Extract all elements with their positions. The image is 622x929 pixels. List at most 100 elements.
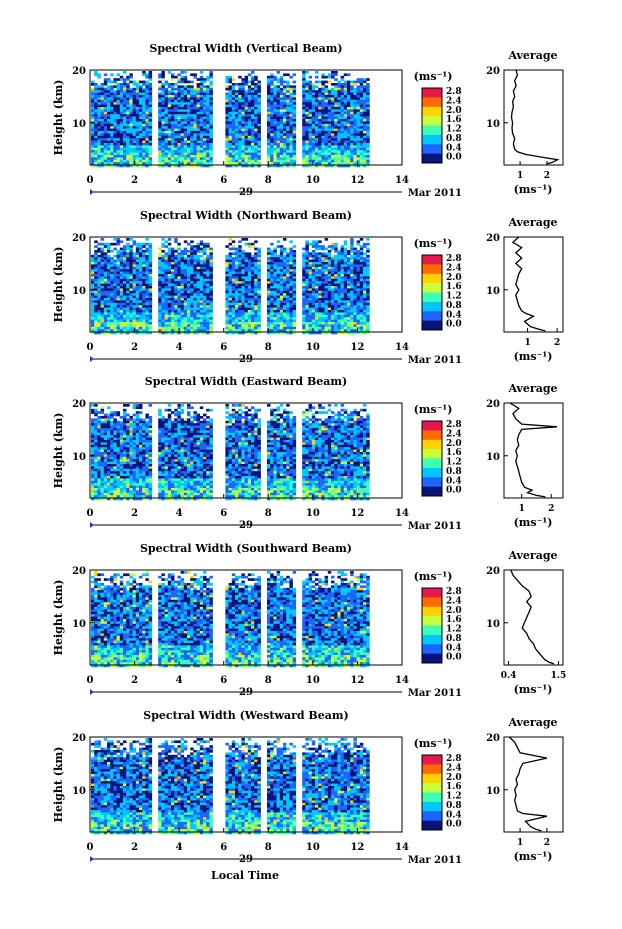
heatmap-cell — [190, 90, 194, 93]
heatmap-cell — [97, 102, 101, 105]
heatmap-cell — [107, 312, 111, 316]
heatmap-cell — [356, 133, 361, 137]
heatmap-cell — [139, 121, 143, 125]
heatmap-cell — [289, 264, 293, 268]
heatmap-cell — [167, 119, 172, 122]
heatmap-cell — [279, 135, 284, 139]
heatmap-cell — [187, 99, 191, 103]
heatmap-cell — [196, 107, 201, 110]
heatmap-cell — [228, 298, 233, 301]
heatmap-cell — [177, 123, 181, 127]
heatmap-cell — [315, 293, 319, 296]
heatmap-cell — [103, 259, 108, 263]
heatmap-cell — [235, 269, 239, 272]
heatmap-cell — [244, 102, 249, 105]
heatmap-cell — [276, 245, 281, 248]
heatmap-cell — [286, 143, 290, 146]
heatmap-cell — [247, 99, 252, 103]
heatmap-cell — [331, 131, 335, 134]
heatmap-cell — [206, 159, 210, 163]
heatmap-cell — [276, 126, 281, 129]
heatmap-cell — [254, 257, 258, 260]
heatmap-cell — [209, 116, 213, 120]
heatmap-cell — [273, 119, 277, 122]
heatmap-cell — [238, 159, 242, 163]
heatmap-cell — [119, 157, 124, 161]
heatmap-cell — [279, 152, 284, 156]
heatmap-cell — [123, 300, 127, 304]
heatmap-cell — [161, 92, 165, 96]
heatmap-cell — [132, 252, 137, 256]
heatmap-cell — [193, 247, 197, 251]
heatmap-cell — [145, 109, 149, 113]
heatmap-cell — [174, 278, 178, 282]
heatmap-cell — [321, 126, 325, 129]
heatmap-cell — [247, 283, 252, 287]
heatmap-cell — [321, 99, 325, 103]
heatmap-cell — [363, 152, 367, 156]
heatmap-cell — [331, 302, 335, 306]
heatmap-cell — [148, 95, 153, 98]
heatmap-cell — [199, 164, 204, 168]
heatmap-cell — [327, 119, 332, 122]
heatmap-cell — [119, 302, 124, 306]
heatmap-cell — [164, 274, 169, 277]
heatmap-cell — [238, 143, 242, 146]
heatmap-cell — [132, 109, 137, 113]
heatmap-cell — [142, 97, 146, 101]
heatmap-cell — [231, 121, 236, 125]
heatmap-cell — [279, 126, 284, 129]
heatmap-cell — [251, 97, 255, 101]
heatmap-cell — [289, 150, 293, 153]
heatmap-cell — [190, 92, 194, 96]
heatmap-cell — [276, 298, 281, 301]
heatmap-cell — [356, 85, 361, 89]
heatmap-cell — [100, 286, 105, 289]
heatmap-cell — [337, 288, 341, 292]
heatmap-cell — [180, 92, 185, 96]
heatmap-cell — [334, 257, 338, 260]
heatmap-cell — [247, 274, 252, 277]
heatmap-cell — [129, 150, 133, 153]
heatmap-cell — [334, 269, 338, 272]
heatmap-cell — [206, 90, 210, 93]
heatmap-cell — [103, 278, 108, 282]
heatmap-cell — [174, 288, 178, 292]
heatmap-cell — [94, 104, 98, 108]
heatmap-cell — [350, 269, 354, 272]
heatmap-cell — [161, 109, 165, 113]
heatmap-cell — [273, 162, 277, 165]
heatmap-cell — [292, 114, 297, 117]
heatmap-cell — [199, 90, 204, 93]
heatmap-cell — [292, 145, 297, 149]
heatmap-cell — [311, 135, 316, 139]
heatmap-cell — [340, 126, 345, 129]
heatmap-cell — [343, 300, 348, 304]
heatmap-cell — [97, 310, 101, 313]
heatmap-cell — [139, 257, 143, 260]
heatmap-cell — [350, 295, 354, 299]
heatmap-cell — [356, 266, 361, 270]
heatmap-cell — [286, 97, 290, 101]
heatmap-cell — [196, 90, 201, 93]
heatmap-cell — [321, 271, 325, 275]
heatmap-cell — [113, 135, 117, 139]
heatmap-cell — [286, 133, 290, 137]
heatmap-cell — [123, 114, 127, 117]
heatmap-cell — [289, 116, 293, 120]
heatmap-cell — [231, 116, 236, 120]
heatmap-cell — [292, 140, 297, 144]
heatmap-cell — [292, 123, 297, 127]
heatmap-cell — [318, 145, 322, 149]
heatmap-cell — [164, 155, 169, 158]
heatmap-cell — [174, 83, 178, 86]
heatmap-cell — [289, 286, 293, 289]
heatmap-cell — [305, 95, 309, 98]
heatmap-cell — [177, 247, 181, 251]
heatmap-cell — [187, 300, 191, 304]
heatmap-cell — [334, 281, 338, 284]
heatmap-cell — [347, 305, 351, 308]
heatmap-cell — [119, 247, 124, 251]
heatmap-cell — [337, 262, 341, 265]
heatmap-cell — [225, 283, 229, 287]
